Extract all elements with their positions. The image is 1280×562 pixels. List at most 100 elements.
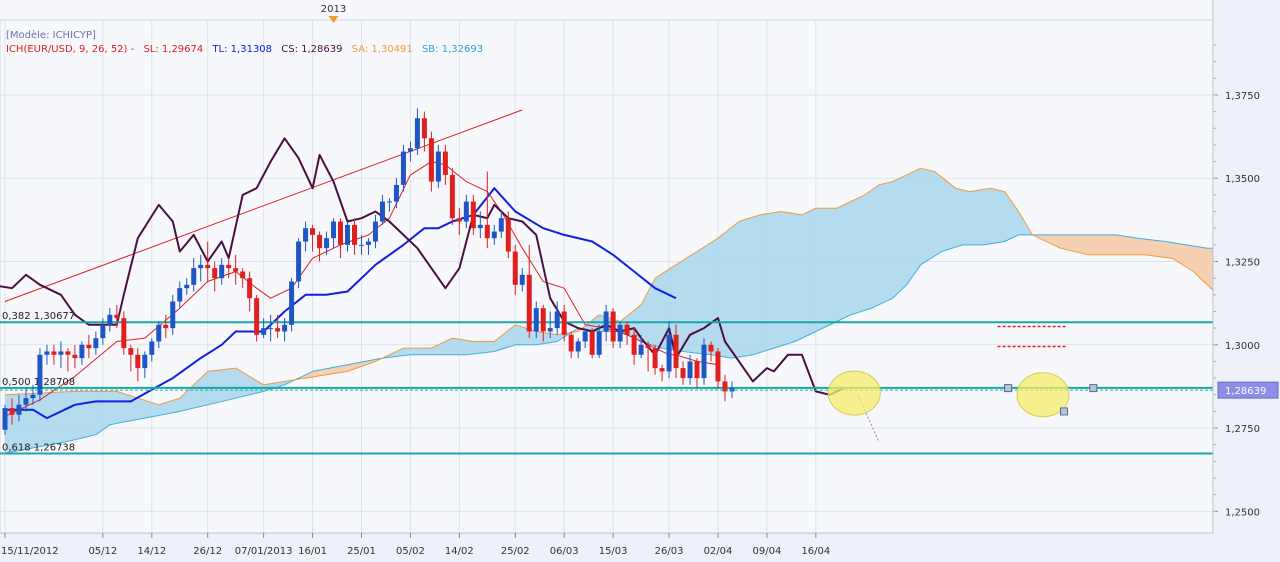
x-tick-label: 15/03 <box>599 546 628 557</box>
candle-down <box>114 314 120 319</box>
highlight-circle-1[interactable] <box>1016 372 1070 418</box>
candle-up <box>666 334 672 372</box>
candle-down <box>226 264 232 269</box>
candle-down <box>652 348 658 369</box>
selection-handle-1[interactable] <box>1059 407 1068 416</box>
candle-down <box>128 348 134 355</box>
senkou-span-b-line <box>4 234 1280 454</box>
candle-down <box>540 308 546 332</box>
candle-down <box>86 344 92 349</box>
y-tick-label: 1,3500 <box>1225 174 1260 185</box>
candle-up <box>477 224 483 229</box>
kijun-sen-line <box>5 187 677 420</box>
model-label: [Modèle: ICHICYP] <box>6 30 96 41</box>
x-tick-label: 26/12 <box>193 546 222 557</box>
candle-down <box>254 298 260 335</box>
candle-down <box>9 408 15 415</box>
candle-up <box>400 151 406 185</box>
candle-up <box>386 201 392 203</box>
ichimoku-params: ICH(EUR/USD, 9, 26, 52) - SL: 1,29674 TL… <box>6 43 489 57</box>
x-tick-label: 14/12 <box>137 546 166 557</box>
candle-down <box>505 218 511 252</box>
candle-down <box>421 118 427 139</box>
candle-up <box>393 184 399 202</box>
legend-ich: ICH(EUR/USD, 9, 26, 52) - <box>6 44 135 55</box>
candle-up <box>296 241 302 282</box>
candle-down <box>135 354 141 369</box>
candle-down <box>708 344 714 352</box>
candle-down <box>470 201 476 229</box>
candle-down <box>659 368 665 372</box>
period-marker-arrow-icon <box>328 16 339 23</box>
candle-up <box>331 221 337 239</box>
candle-up <box>463 201 469 222</box>
candle-up <box>498 218 504 232</box>
candle-down <box>317 234 323 249</box>
candle-down <box>449 174 455 219</box>
x-tick-label: 25/01 <box>347 546 376 557</box>
candle-down <box>233 268 239 272</box>
cloud-bullish <box>581 168 1036 359</box>
candle-down <box>561 311 567 335</box>
candle-up <box>358 244 364 246</box>
candle-up <box>2 408 8 430</box>
fib-label-2: 0,618 1,26738 <box>2 442 75 453</box>
candle-up <box>149 341 155 355</box>
candle-down <box>680 368 686 379</box>
highlight-circle-0[interactable] <box>827 370 881 416</box>
candle-up <box>617 324 623 342</box>
y-tick-label: 1,2750 <box>1225 424 1260 435</box>
x-tick-label: 07/01/2013 <box>235 546 293 557</box>
x-tick-label: 15/11/2012 <box>1 546 59 557</box>
candle-up <box>191 268 197 285</box>
candle-down <box>121 318 127 349</box>
candle-down <box>631 334 637 355</box>
candle-up <box>58 351 64 355</box>
candle-down <box>247 278 253 299</box>
y-tick-label: 1,2500 <box>1225 507 1260 518</box>
candle-up <box>701 344 707 379</box>
candle-down <box>163 324 169 329</box>
candle-down <box>275 328 281 332</box>
candle-up <box>345 224 351 245</box>
candle-up <box>414 118 420 149</box>
candle-up <box>554 311 560 329</box>
candle-up <box>687 361 693 379</box>
candle-up <box>79 344 85 359</box>
period-marker-label: 2013 <box>321 4 346 15</box>
y-axis-panel <box>1213 0 1280 562</box>
candlesticks <box>2 108 735 435</box>
candle-up <box>379 201 385 222</box>
candle-down <box>694 361 700 379</box>
indicator-legend: [Modèle: ICHICYP] ICH(EUR/USD, 9, 26, 52… <box>6 29 489 57</box>
candle-down <box>484 224 490 239</box>
legend-cs: CS: 1,28639 <box>281 44 343 55</box>
selection-handle-2[interactable] <box>1089 384 1098 393</box>
candle-down <box>338 221 344 245</box>
candle-up <box>142 354 148 369</box>
candle-down <box>715 351 721 382</box>
legend-sl: SL: 1,29674 <box>143 44 204 55</box>
candle-up <box>582 331 588 342</box>
candle-up <box>16 404 22 415</box>
candle-up <box>407 148 413 152</box>
candle-down <box>72 354 78 359</box>
candle-up <box>177 288 183 302</box>
candle-up <box>170 301 176 329</box>
x-tick-label: 05/02 <box>396 546 425 557</box>
candle-down <box>442 151 448 175</box>
annotations[interactable] <box>0 325 1213 442</box>
candle-down <box>722 381 728 392</box>
candle-up <box>365 241 371 245</box>
current-price-badge <box>1217 381 1279 399</box>
candle-up <box>533 308 539 332</box>
candle-up <box>107 314 113 325</box>
candle-down <box>673 334 679 369</box>
legend-sa: SA: 1,30491 <box>351 44 413 55</box>
selection-handle-0[interactable] <box>1004 384 1013 393</box>
candle-down <box>512 251 518 285</box>
candle-down <box>65 351 71 355</box>
